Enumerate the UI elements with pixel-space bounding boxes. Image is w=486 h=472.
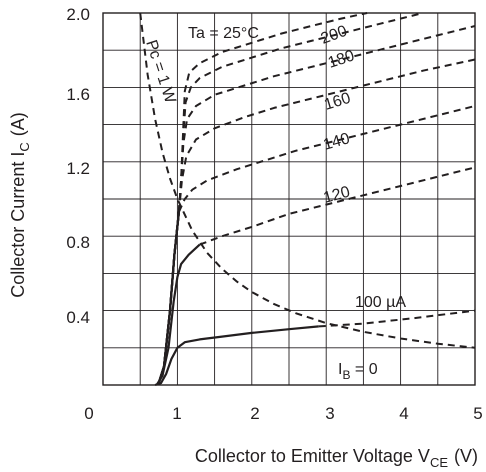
series-line-120-dashed <box>177 105 476 213</box>
series-line-200-dashed <box>177 12 368 213</box>
x-tick-label: 3 <box>325 404 334 423</box>
series-label-120: 120 <box>322 184 352 207</box>
series-label-200: 200 <box>319 23 350 48</box>
pc-annotation: Pc = 1 W <box>142 38 179 106</box>
series-line-100-a-dashed <box>199 166 476 246</box>
series-label-140: 140 <box>321 130 351 154</box>
x-tick-label: 1 <box>172 404 181 423</box>
y-axis-title: Collector Current IC (A) <box>8 112 32 297</box>
x-tick-label: 2 <box>250 404 259 423</box>
x-axis-title: Collector to Emitter Voltage VCE (V) <box>195 446 478 470</box>
series-line-100-a-solid <box>155 243 201 386</box>
x-tick-label: 5 <box>473 404 482 423</box>
x-tick-label: 0 <box>84 404 93 423</box>
y-tick-label: 2.0 <box>66 5 90 24</box>
y-tick-label: 1.6 <box>66 85 90 104</box>
y-axis-title-unit: (A) <box>8 112 28 136</box>
x-tick-labels: 0 1 2 3 4 5 <box>84 404 482 423</box>
x-axis-title-sub: CE <box>430 455 448 470</box>
series-label-160: 160 <box>322 90 353 114</box>
series-line-160-dashed <box>177 25 476 213</box>
y-tick-labels: 0.4 0.8 1.2 1.6 2.0 <box>66 5 90 327</box>
y-tick-label: 0.4 <box>66 308 90 327</box>
series-line-140-dashed <box>177 58 476 213</box>
y-axis-title-main: Collector Current I <box>8 152 28 298</box>
series-layer <box>139 12 476 387</box>
ib-label-sub: B <box>342 368 350 382</box>
series-label-180: 180 <box>326 47 357 71</box>
grid <box>103 13 475 385</box>
y-axis-title-sub: C <box>17 142 32 151</box>
ib-label-suffix: = 0 <box>350 361 377 378</box>
series-line-pc-1-w-dashed <box>139 12 476 349</box>
series-line-180-dashed <box>177 12 424 213</box>
x-axis-title-main: Collector to Emitter Voltage V <box>195 446 430 466</box>
series-line-i-b-0-dashed <box>318 309 476 328</box>
x-axis-title-unit: (V) <box>454 446 478 466</box>
x-tick-label: 4 <box>399 404 408 423</box>
y-tick-label: 1.2 <box>66 159 90 178</box>
series-label-100ua: 100 µA <box>355 294 406 311</box>
ta-annotation: Ta = 25°C <box>188 25 259 42</box>
series-label-ib0: IB = 0 <box>338 361 378 382</box>
ib-label-main: I <box>338 361 342 378</box>
series-line-i-b-0-solid <box>154 325 319 387</box>
plot-frame <box>102 12 476 386</box>
series-line-200-solid <box>157 211 180 386</box>
y-tick-label: 0.8 <box>66 233 90 252</box>
